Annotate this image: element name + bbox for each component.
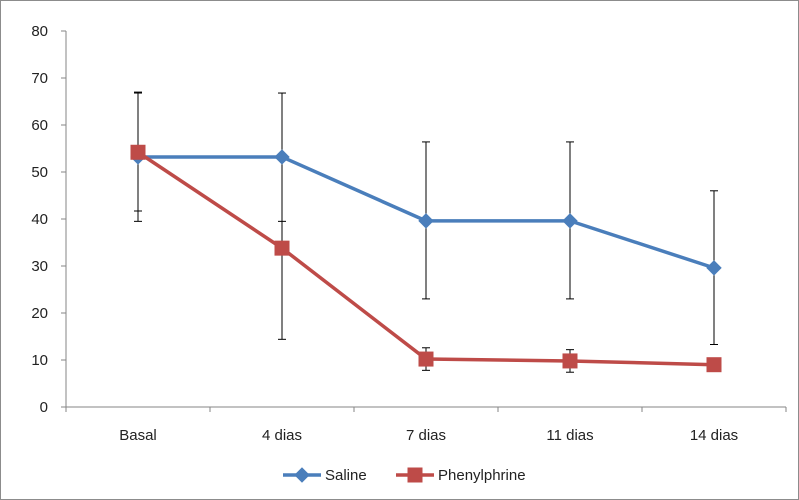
x-tick-label: 4 dias <box>262 427 302 444</box>
x-tick-label: Basal <box>119 427 157 444</box>
x-tick-label: 11 dias <box>546 427 593 444</box>
x-tick-label: 7 dias <box>406 427 446 444</box>
data-point-phenylphrine <box>562 353 578 369</box>
y-tick-label: 80 <box>31 23 48 40</box>
y-tick-label: 40 <box>31 211 48 228</box>
data-point-phenylphrine <box>418 351 434 367</box>
y-tick-label: 50 <box>31 164 48 181</box>
data-point-saline <box>562 213 578 229</box>
data-point-saline <box>418 213 434 229</box>
legend-label-phenylphrine: Phenylphrine <box>438 467 526 484</box>
y-tick-label: 30 <box>31 258 48 275</box>
legend-marker-saline <box>294 467 310 483</box>
legend-marker-phenylphrine <box>407 467 423 483</box>
axes: 0 10 20 30 40 50 60 70 80 Basal 4 dias 7 dias 11 dia… <box>31 23 787 444</box>
y-tick-label: 70 <box>31 70 48 87</box>
y-tick-label: 60 <box>31 117 48 134</box>
data-point-phenylphrine <box>706 357 722 373</box>
x-tick-label: 14 dias <box>690 427 738 444</box>
data-point-phenylphrine <box>274 240 290 256</box>
legend: Saline Phenylphrine <box>283 467 526 484</box>
error-bars <box>134 91 718 373</box>
y-tick-label: 0 <box>40 399 48 416</box>
series <box>130 144 722 373</box>
data-point-phenylphrine <box>130 144 146 160</box>
legend-label-saline: Saline <box>325 467 367 484</box>
data-point-saline <box>706 260 722 276</box>
y-tick-label: 10 <box>31 352 48 369</box>
y-tick-label: 20 <box>31 305 48 322</box>
data-point-saline <box>274 149 290 165</box>
